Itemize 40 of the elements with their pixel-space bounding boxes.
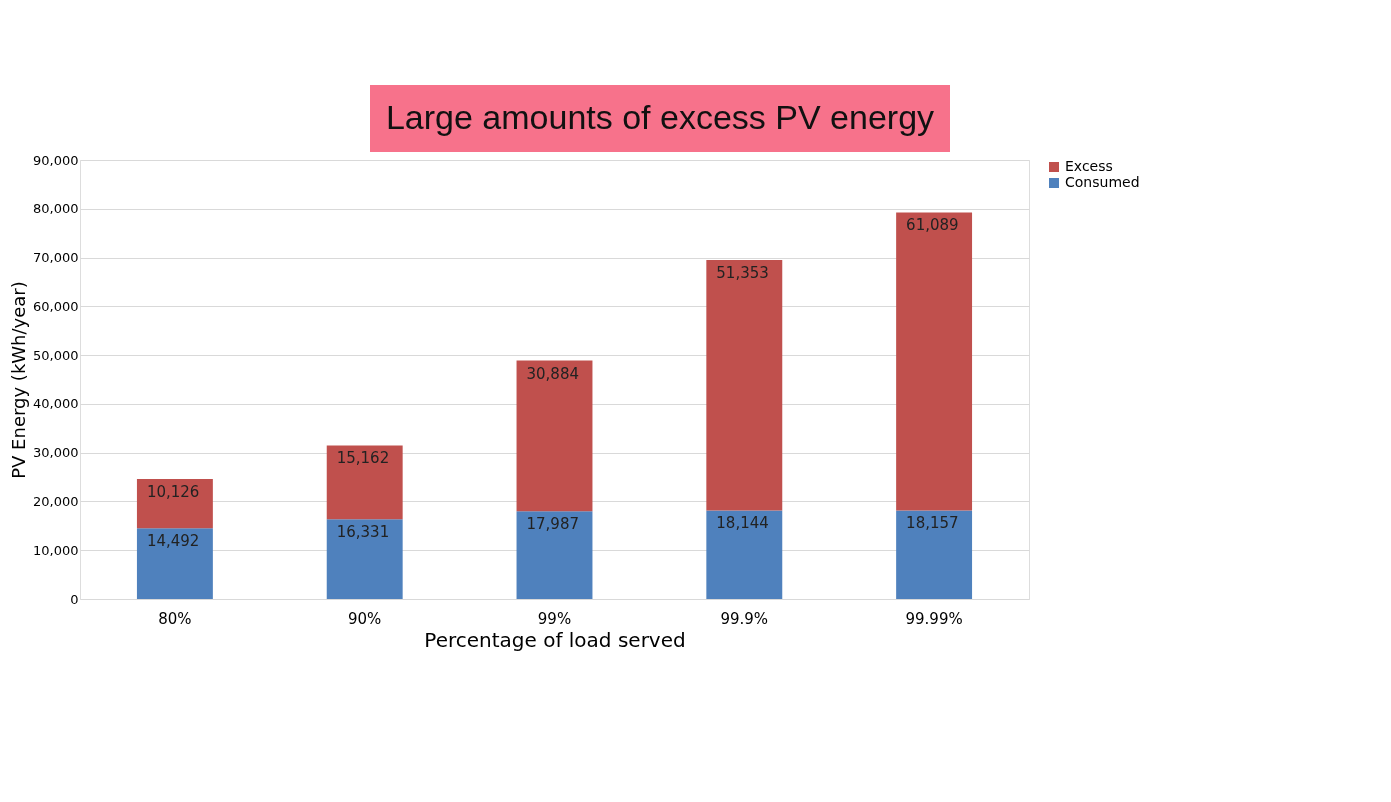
data-label: 14,492 — [146, 532, 200, 551]
bar — [706, 510, 783, 599]
data-label: 51,353 — [716, 264, 769, 283]
y-tick-label: 70,000 — [33, 250, 79, 266]
data-label: 18,157 — [906, 514, 959, 533]
data-label: 61,089 — [906, 216, 959, 235]
bar — [896, 510, 973, 599]
y-tick-label: 20,000 — [33, 493, 79, 509]
x-tick-label: 99% — [537, 609, 572, 628]
y-tick-label: 30,000 — [33, 445, 79, 461]
bar — [896, 212, 973, 511]
y-tick-label: 90,000 — [33, 152, 79, 168]
chart-title: Large amounts of excess PV energy — [385, 98, 935, 136]
x-axis-title: Percentage of load served — [424, 627, 686, 652]
legend-label: Consumed — [1065, 174, 1140, 190]
data-label: 17,987 — [526, 515, 579, 534]
y-tick-label: 40,000 — [33, 396, 79, 412]
x-tick-label: 99.9% — [720, 609, 769, 628]
bar — [326, 445, 403, 520]
y-tick-label: 10,000 — [33, 542, 79, 558]
bar — [136, 528, 213, 599]
bar — [516, 511, 593, 599]
data-label: 16,331 — [336, 523, 390, 542]
y-tick-label: 50,000 — [33, 347, 79, 363]
x-tick-label: 90% — [348, 609, 382, 628]
data-label: 15,162 — [336, 449, 390, 468]
data-label: 30,884 — [526, 364, 579, 383]
x-tick-label: 99.99% — [905, 609, 963, 628]
x-tick-label: 80% — [158, 609, 192, 628]
bar — [136, 478, 213, 529]
data-label: 10,126 — [146, 482, 200, 501]
bar — [326, 519, 403, 599]
y-tick-label: 60,000 — [33, 298, 79, 314]
legend-label: Excess — [1065, 158, 1113, 174]
y-tick-label: 0 — [70, 591, 79, 607]
y-tick-label: 80,000 — [33, 201, 79, 217]
y-axis-title: PV Energy (kWh/year) — [8, 281, 30, 479]
bar — [516, 360, 593, 512]
data-label: 18,144 — [716, 514, 769, 533]
bar — [706, 260, 783, 511]
